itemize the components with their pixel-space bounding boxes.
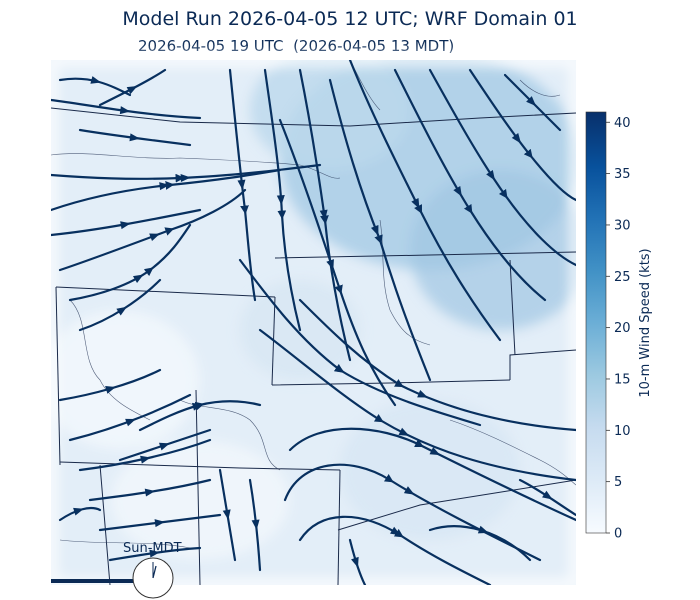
streamline-arrow-icon [154, 519, 165, 528]
streamline [98, 68, 167, 107]
colorbar-label: 10-m Wind Speed (kts) [638, 248, 653, 397]
streamline-arrow-icon [73, 507, 84, 516]
streamline [283, 463, 542, 562]
colorbar-ticks: 0 5 10 15 20 25 30 35 40 [606, 116, 631, 542]
streamline [51, 98, 202, 120]
time-bar [51, 579, 133, 583]
streamline [228, 68, 257, 302]
colorbar-tick-label: 10 [614, 424, 631, 439]
streamline-arrow-icon [486, 169, 495, 181]
streamline-arrow-icon [191, 402, 203, 411]
streamline-arrow-icon [411, 198, 420, 209]
streamline-arrow-icon [90, 76, 102, 84]
streamline-arrow-icon [126, 86, 138, 95]
streamline-arrow-icon [526, 96, 537, 107]
streamline [258, 328, 576, 482]
colorbar-tick-label: 35 [614, 167, 631, 182]
streamlines-layer [51, 60, 576, 585]
streamline [348, 60, 502, 342]
streamline-arrow-icon [398, 427, 410, 436]
streamline [393, 68, 547, 302]
streamline-arrow-icon [370, 225, 379, 236]
streamline-arrow-icon [417, 390, 428, 398]
streamline-arrow-icon [390, 526, 401, 536]
wind-speed-field [51, 60, 576, 585]
streamline [263, 68, 302, 332]
streamline-arrow-icon [251, 519, 260, 530]
streamline-arrow-icon [180, 173, 191, 182]
streamline [298, 298, 576, 432]
colorbar-tick-label: 0 [614, 527, 622, 542]
streamline-arrow-icon [132, 274, 144, 284]
streamline-arrow-icon [120, 221, 131, 230]
streamline [68, 223, 192, 302]
streamline-arrow-icon [542, 490, 553, 500]
streamline-arrow-icon [319, 209, 328, 221]
chart-subtitle: 2026-04-05 19 UTC (2026-04-05 13 MDT) [138, 37, 455, 55]
chart-title: Model Run 2026-04-05 12 UTC; WRF Domain … [122, 8, 578, 30]
streamline-arrow-icon [105, 386, 116, 394]
streamline-arrow-icon [477, 525, 489, 534]
streamline [328, 78, 432, 382]
streamline-arrow-icon [116, 306, 127, 316]
colorbar-gradient [585, 111, 607, 534]
streamline-arrow-icon [429, 447, 441, 456]
streamline [428, 68, 576, 267]
colorbar-tick-label: 25 [614, 270, 631, 285]
colorbar-tick-label: 20 [614, 321, 631, 336]
streamline-arrow-icon [158, 442, 170, 451]
colorbar-tick-label: 15 [614, 372, 631, 387]
streamline-arrow-icon [125, 418, 136, 427]
streamline-arrow-icon [159, 182, 170, 191]
streamline-arrow-icon [119, 106, 131, 115]
colorbar-tick-label: 5 [614, 475, 622, 490]
colorbar: 0 5 10 15 20 25 30 35 40 10-m Wind Speed (kts) [585, 111, 653, 542]
streamline-arrow-icon [237, 179, 246, 191]
clock-indicator: Sun-MDT [51, 541, 182, 599]
streamline-arrow-icon [140, 455, 151, 464]
streamline-arrow-icon [511, 133, 522, 144]
colorbar-tick-label: 40 [614, 116, 631, 131]
streamline-arrow-icon [222, 509, 231, 520]
streamline [468, 68, 576, 202]
colorbar-tick-label: 30 [614, 218, 631, 233]
streamline [51, 168, 282, 212]
streamline-arrow-icon [144, 488, 156, 497]
streamline-arrow-icon [326, 259, 334, 270]
streamline-arrow-icon [276, 195, 285, 206]
streamline-arrow-icon [403, 486, 415, 495]
streamline [58, 188, 247, 272]
streamline-arrow-icon [149, 549, 160, 558]
clock-label: Sun-MDT [123, 541, 182, 556]
streamline-arrow-icon [149, 233, 160, 242]
streamline-arrow-icon [129, 133, 140, 142]
streamline-arrow-icon [351, 556, 359, 568]
streamline-arrow-icon [334, 364, 345, 374]
streamline-arrow-icon [453, 186, 462, 197]
streamline [288, 427, 576, 522]
streamline [278, 118, 397, 407]
